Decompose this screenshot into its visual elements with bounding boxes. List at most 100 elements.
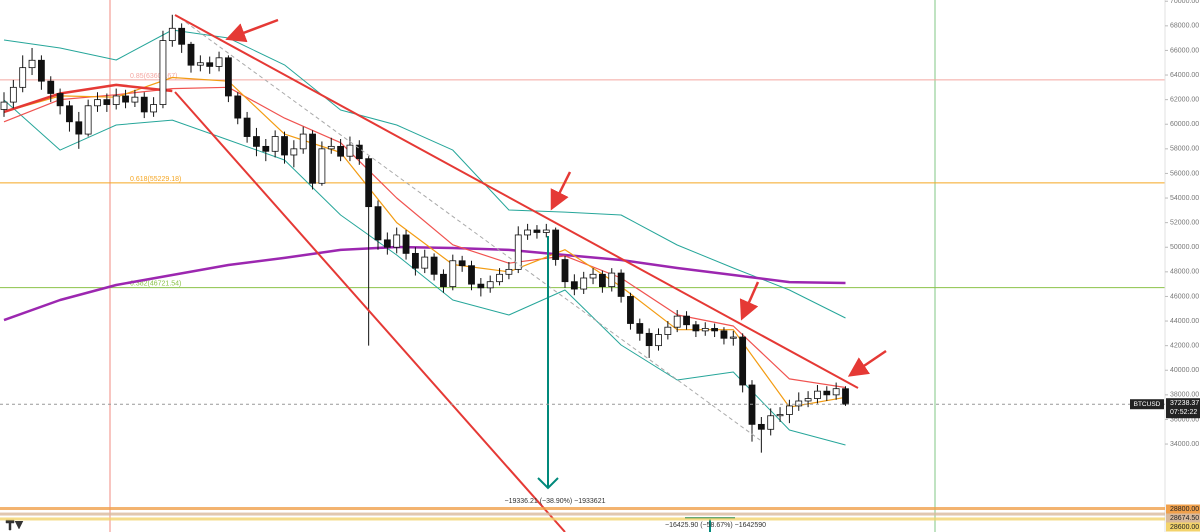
candle-body <box>374 206 382 241</box>
y-tick-label: 50000.00 <box>1170 244 1199 251</box>
candle-body <box>599 273 606 288</box>
candle-body <box>327 145 335 150</box>
symbol-tag: BTCUSD <box>1134 401 1161 408</box>
level-tag-bg <box>1166 513 1200 523</box>
y-axis: 34000.00 36000.00 38000.00 40000.00 42000.00… <box>1165 0 1199 448</box>
candle-body <box>47 80 55 94</box>
candle-body <box>150 104 158 113</box>
y-tick-label: 66000.00 <box>1170 47 1199 54</box>
measure-label: −16425.90 (−58.67%) −1642590 <box>665 522 766 529</box>
y-tick-label: 68000.00 <box>1170 23 1199 30</box>
candle-body <box>402 234 410 254</box>
candle-body <box>290 148 298 156</box>
candle-body <box>496 273 503 283</box>
y-tick-label: 42000.00 <box>1170 342 1199 349</box>
candle-body <box>178 27 186 45</box>
indicator-line <box>3 99 846 446</box>
candle-body <box>683 315 690 326</box>
candle-body <box>608 272 616 288</box>
candle-body <box>524 229 531 236</box>
candle-body <box>103 99 111 105</box>
dashed-trend <box>179 17 761 441</box>
candle-body <box>112 95 120 105</box>
candle-body <box>253 136 260 147</box>
candle-body <box>533 229 541 233</box>
candle-body <box>505 268 513 275</box>
y-tick-label: 38000.00 <box>1170 392 1199 399</box>
level-tag-bg <box>1166 522 1200 532</box>
candle-body <box>804 398 812 402</box>
candle-body <box>0 101 8 110</box>
candle-body <box>355 144 363 160</box>
candle-body <box>140 96 148 113</box>
fib-label: 0.618(55229.18) <box>130 176 181 183</box>
fib-label: 0.85(63601.67) <box>130 73 177 80</box>
y-tick-label: 36000.00 <box>1170 416 1199 423</box>
candle-body <box>159 40 167 105</box>
candle-body <box>561 259 569 283</box>
indicator-line <box>3 245 846 322</box>
candle-body <box>309 133 316 184</box>
candles <box>0 14 849 453</box>
candle-body <box>711 328 718 332</box>
candle-body <box>318 148 326 184</box>
candle-body <box>346 144 354 157</box>
candle-body <box>823 390 831 396</box>
candle-body <box>458 260 466 267</box>
y-tick-label: 62000.00 <box>1170 96 1199 103</box>
fib-label: 0.382(46721.54) <box>130 280 181 287</box>
y-tick-label: 56000.00 <box>1170 170 1199 177</box>
candle-body <box>38 59 45 82</box>
indicator-line <box>3 83 173 114</box>
candle-body <box>196 62 204 66</box>
level-tag: 28800.00 <box>1170 506 1199 513</box>
candle-body <box>786 405 793 415</box>
candle-body <box>729 336 737 339</box>
level-band <box>0 512 1165 516</box>
candle-body <box>243 117 251 137</box>
indicator-line <box>3 29 846 319</box>
candle-body <box>75 121 83 135</box>
candle-body <box>281 136 288 156</box>
candle-body <box>299 133 307 150</box>
candle-body <box>66 105 73 123</box>
y-tick-label: 40000.00 <box>1170 367 1199 374</box>
candle-body <box>131 96 139 103</box>
candle-body <box>271 136 279 152</box>
level-band <box>0 507 1165 511</box>
drawings: −19336.21 (−38.90%) −1933621 −16425.90 (… <box>5 14 887 532</box>
level-tag: 28600.00 <box>1170 524 1199 531</box>
candle-body <box>552 229 560 260</box>
candle-body <box>393 234 401 248</box>
candle-body <box>720 330 728 339</box>
candle-body <box>440 273 447 288</box>
candle-body <box>337 145 345 157</box>
candle-body <box>477 283 485 289</box>
candle-body <box>206 62 214 67</box>
candle-body <box>627 296 634 324</box>
price-tag-bg <box>1166 398 1200 419</box>
candle-body <box>56 93 64 107</box>
candle-body <box>645 332 653 347</box>
indicator-line <box>3 86 846 389</box>
fib-group: 0.85(63601.67) 0.618(55229.18) 0.382(46721… <box>0 73 1165 289</box>
candle-body <box>795 400 803 407</box>
y-tick-label: 64000.00 <box>1170 72 1199 79</box>
candle-body <box>589 273 597 279</box>
candle-body <box>776 414 784 417</box>
arrow <box>225 18 279 43</box>
candle-body <box>486 281 494 289</box>
candle-body <box>411 252 419 269</box>
candle-body <box>262 145 270 152</box>
candle-body <box>814 390 821 399</box>
y-tick-label: 58000.00 <box>1170 146 1199 153</box>
candle-body <box>19 67 27 88</box>
candle-body <box>767 415 775 430</box>
y-tick-label: 52000.00 <box>1170 219 1199 226</box>
candle-body <box>757 423 765 430</box>
y-tick-label: 48000.00 <box>1170 269 1199 276</box>
candle-body <box>739 336 747 386</box>
candle-body <box>234 95 242 119</box>
y-tick-label: 34000.00 <box>1170 441 1199 448</box>
